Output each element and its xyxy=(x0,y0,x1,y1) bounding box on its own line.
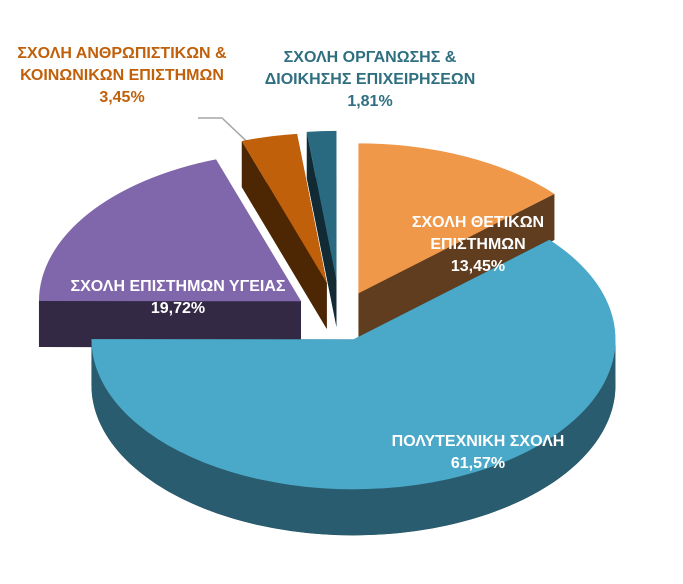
slice xyxy=(358,143,555,294)
category-label: ΣΧΟΛΗ ΟΡΓΑΝΩΣΗΣ & ΔΙΟΙΚΗΣΗΣ ΕΠΙΧΕΙΡΗΣΕΩΝ xyxy=(264,49,476,88)
value-label: 3,45% xyxy=(99,89,145,106)
category-label: ΠΟΛΥΤΕΧΝΙΚΗ ΣΧΟΛΗ xyxy=(391,433,565,450)
category-label: ΣΧΟΛΗ ΘΕΤΙΚΩΝ ΕΠΙΣΤΗΜΩΝ xyxy=(411,214,545,253)
slice xyxy=(306,130,337,281)
slice-side xyxy=(91,339,616,536)
slice-wall xyxy=(306,131,337,327)
slice-wall xyxy=(358,193,555,340)
value-label: 13,45% xyxy=(450,258,506,275)
value-label: 61,57% xyxy=(450,455,506,472)
data-label: ΠΟΛΥΤΕΧΝΙΚΗ ΣΧΟΛΗ 61,57% xyxy=(358,431,598,475)
data-label: ΣΧΟΛΗ ΟΡΓΑΝΩΣΗΣ & ΔΙΟΙΚΗΣΗΣ ΕΠΙΧΕΙΡΗΣΕΩΝ… xyxy=(260,47,480,113)
category-label: ΣΧΟΛΗ ΑΝΘΡΩΠΙΣΤΙΚΩΝ & ΚΟΙΝΩΝΙΚΩΝ ΕΠΙΣΤΗΜ… xyxy=(17,45,227,84)
data-label: ΣΧΟΛΗ ΘΕΤΙΚΩΝ ΕΠΙΣΤΗΜΩΝ 13,45% xyxy=(398,212,558,278)
value-label: 19,72% xyxy=(150,300,206,317)
slice-wall xyxy=(38,301,301,348)
slice-wall xyxy=(241,141,327,329)
slice xyxy=(38,159,301,302)
category-label: ΣΧΟΛΗ ΕΠΙΣΤΗΜΩΝ ΥΓΕΙΑΣ xyxy=(70,278,286,295)
slice xyxy=(241,133,327,283)
data-label: ΣΧΟΛΗ ΑΝΘΡΩΠΙΣΤΙΚΩΝ & ΚΟΙΝΩΝΙΚΩΝ ΕΠΙΣΤΗΜ… xyxy=(15,43,230,109)
data-label: ΣΧΟΛΗ ΕΠΙΣΤΗΜΩΝ ΥΓΕΙΑΣ 19,72% xyxy=(63,276,293,320)
value-label: 1,81% xyxy=(347,93,393,110)
slice xyxy=(91,239,616,490)
